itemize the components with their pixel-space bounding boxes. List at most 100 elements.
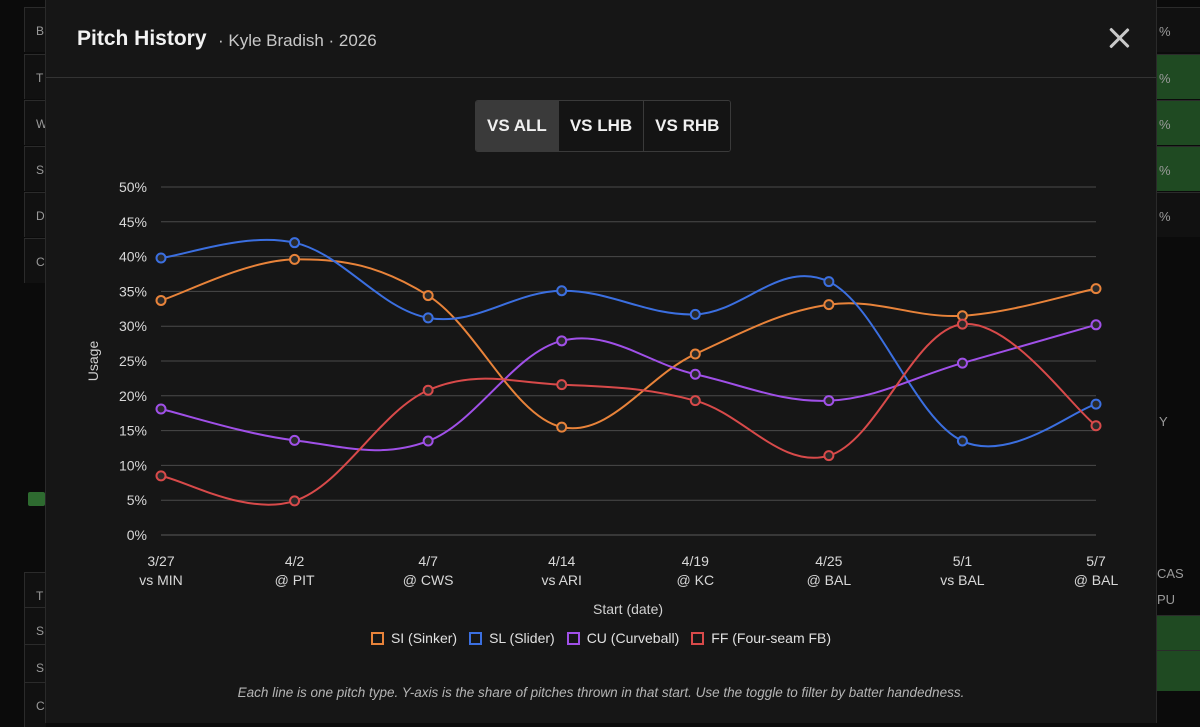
data-point-cu[interactable] xyxy=(689,368,701,380)
background-cell xyxy=(1155,615,1200,651)
data-point-cu[interactable] xyxy=(289,434,301,446)
data-point-si[interactable] xyxy=(556,421,568,433)
background-row-letter: D xyxy=(36,209,45,223)
background-table-right: %%%%% Y CAS PU xyxy=(1155,0,1200,723)
series-line-sl xyxy=(160,238,1097,448)
y-tick-label: 30% xyxy=(119,318,147,334)
toggle-vs-all[interactable]: VS ALL xyxy=(476,101,559,151)
data-point-si[interactable] xyxy=(422,290,434,302)
x-tick-sublabel: @ BAL xyxy=(807,572,852,588)
background-cell xyxy=(1155,192,1200,237)
data-point-sl[interactable] xyxy=(823,276,835,288)
chart-legend: SI (Sinker) SL (Slider) CU (Curveball) FF (… xyxy=(46,630,1156,646)
data-point-si[interactable] xyxy=(155,294,167,306)
data-point-ff[interactable] xyxy=(956,318,968,330)
data-point-ff[interactable] xyxy=(289,495,301,507)
legend-item-ff[interactable]: FF (Four-seam FB) xyxy=(691,630,831,646)
x-tick-label: 4/7 xyxy=(418,553,438,569)
background-label: Y xyxy=(1159,414,1168,429)
x-tick-label: 4/2 xyxy=(285,553,305,569)
data-point-sl[interactable] xyxy=(155,252,167,264)
toggle-vs-lhb[interactable]: VS LHB xyxy=(558,101,645,151)
legend-swatch xyxy=(370,631,384,645)
legend-item-si[interactable]: SI (Sinker) xyxy=(370,630,458,646)
data-point-sl[interactable] xyxy=(689,308,701,320)
x-tick-label: 5/1 xyxy=(953,553,973,569)
data-point-sl[interactable] xyxy=(289,237,301,249)
background-percent: % xyxy=(1159,209,1171,224)
y-tick-label: 15% xyxy=(119,423,147,439)
data-point-si[interactable] xyxy=(1090,283,1102,295)
background-percent: % xyxy=(1159,24,1171,39)
data-point-si[interactable] xyxy=(689,348,701,360)
legend-item-cu[interactable]: CU (Curveball) xyxy=(566,630,680,646)
data-point-cu[interactable] xyxy=(823,395,835,407)
series-line-cu xyxy=(160,323,1097,452)
legend-swatch xyxy=(566,631,580,645)
background-cell xyxy=(24,238,46,283)
y-tick-label: 50% xyxy=(119,179,147,195)
x-tick-sublabel: @ PIT xyxy=(275,572,315,588)
x-tick-sublabel: @ KC xyxy=(677,572,715,588)
legend-label: SL (Slider) xyxy=(489,630,555,646)
legend-swatch xyxy=(469,631,483,645)
legend-item-sl[interactable]: SL (Slider) xyxy=(469,630,555,646)
background-cell xyxy=(24,644,46,689)
chart-footnote: Each line is one pitch type. Y-axis is t… xyxy=(237,685,965,700)
data-point-si[interactable] xyxy=(289,253,301,265)
background-row-letter: S xyxy=(36,661,45,675)
background-cell xyxy=(24,54,46,99)
data-point-ff[interactable] xyxy=(556,379,568,391)
pitch-history-modal: Pitch History · Kyle Bradish · 2026 VS A… xyxy=(45,0,1157,723)
y-tick-label: 20% xyxy=(119,388,147,404)
background-row-letter: T xyxy=(36,71,44,85)
data-point-sl[interactable] xyxy=(556,285,568,297)
x-tick-sublabel: @ CWS xyxy=(403,572,454,588)
x-tick-label: 4/14 xyxy=(548,553,575,569)
x-tick-sublabel: vs MIN xyxy=(139,572,183,588)
background-row-letter: T xyxy=(36,589,44,603)
background-cell xyxy=(1155,650,1200,691)
y-axis-label: Usage xyxy=(85,341,101,382)
background-badge xyxy=(28,492,45,506)
y-tick-label: 35% xyxy=(119,283,147,299)
y-tick-label: 25% xyxy=(119,353,147,369)
y-tick-label: 40% xyxy=(119,249,147,265)
toggle-vs-rhb[interactable]: VS RHB xyxy=(644,101,731,151)
y-tick-label: 0% xyxy=(127,527,147,543)
background-label: CAS xyxy=(1157,566,1184,581)
legend-swatch xyxy=(691,631,705,645)
data-point-cu[interactable] xyxy=(155,403,167,415)
series-line-ff xyxy=(160,323,1097,506)
background-cell xyxy=(24,100,46,145)
data-point-ff[interactable] xyxy=(155,470,167,482)
legend-label: CU (Curveball) xyxy=(586,630,680,646)
data-point-cu[interactable] xyxy=(1090,319,1102,331)
data-point-cu[interactable] xyxy=(422,435,434,447)
data-point-ff[interactable] xyxy=(422,384,434,396)
data-point-si[interactable] xyxy=(823,299,835,311)
background-cell xyxy=(1155,100,1200,145)
background-cell xyxy=(24,146,46,191)
background-label: PU xyxy=(1157,592,1176,607)
data-point-ff[interactable] xyxy=(1090,420,1102,432)
x-tick-sublabel: vs BAL xyxy=(940,572,985,588)
y-tick-label: 45% xyxy=(119,214,147,230)
background-cell xyxy=(24,7,46,52)
data-point-sl[interactable] xyxy=(956,435,968,447)
background-row-letter: C xyxy=(36,255,45,269)
data-point-sl[interactable] xyxy=(422,312,434,324)
data-point-ff[interactable] xyxy=(689,395,701,407)
x-tick-label: 5/7 xyxy=(1086,553,1106,569)
legend-label: SI (Sinker) xyxy=(390,630,458,646)
data-point-ff[interactable] xyxy=(823,450,835,462)
data-point-cu[interactable] xyxy=(956,357,968,369)
background-row-letter: C xyxy=(36,699,45,713)
x-tick-sublabel: @ BAL xyxy=(1074,572,1119,588)
background-cell xyxy=(1155,7,1200,52)
data-point-cu[interactable] xyxy=(556,335,568,347)
handedness-toggle: VS ALL VS LHB VS RHB xyxy=(475,100,732,152)
data-point-sl[interactable] xyxy=(1090,398,1102,410)
background-cell xyxy=(1155,54,1200,99)
background-percent: % xyxy=(1159,71,1171,86)
